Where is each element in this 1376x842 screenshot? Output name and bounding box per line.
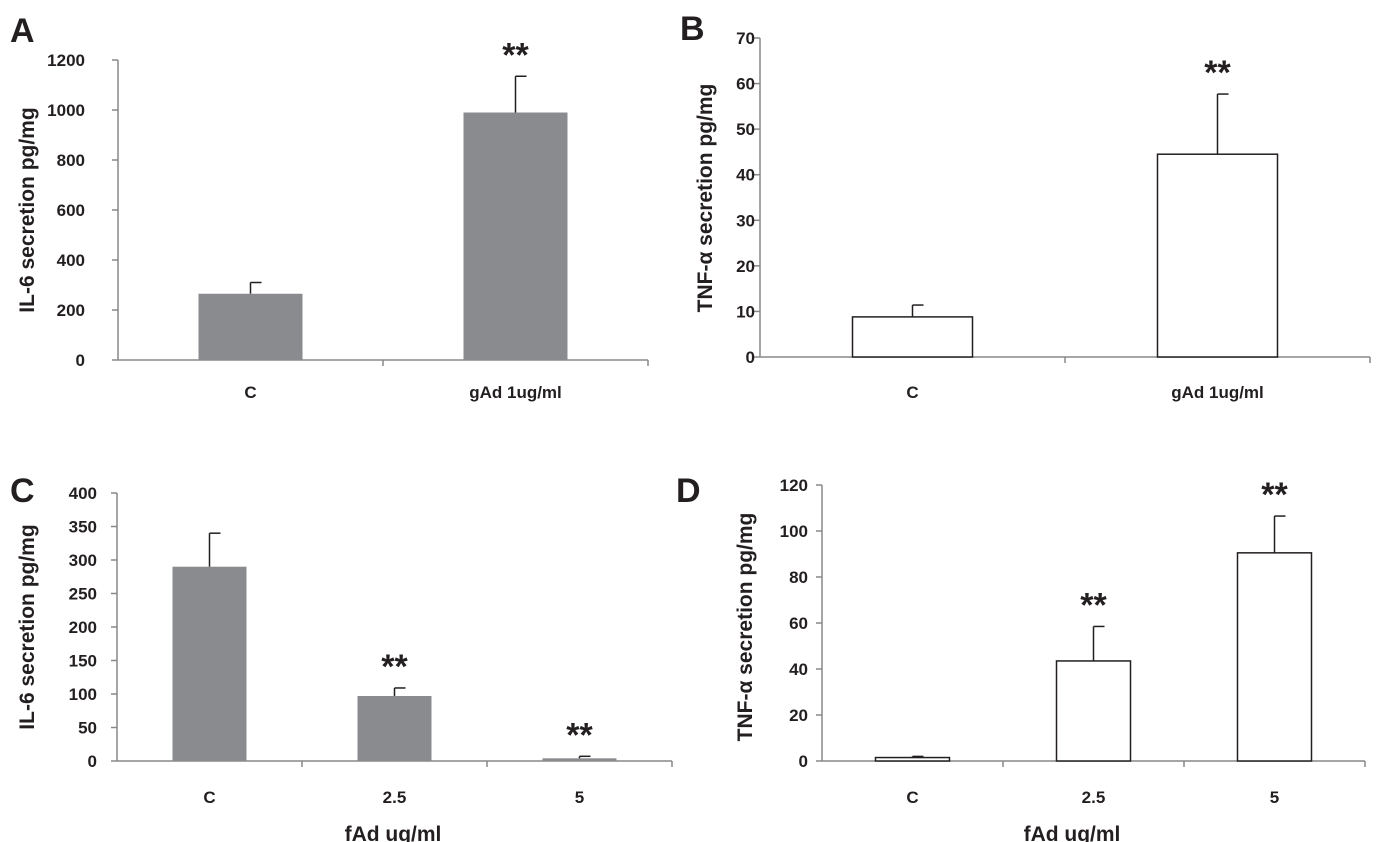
panel-b-category-label-1: gAd 1ug/ml	[1171, 383, 1264, 402]
panel-c: C IL-6 secretion pg/mg fAd ug/ml 0 50 100 1…	[10, 472, 673, 842]
panel-c-bar-2	[542, 758, 617, 761]
panel-c-letter: C	[10, 472, 35, 510]
panel-a-ytick-label-4: 800	[57, 151, 85, 170]
panel-d-ytick-label-3: 60	[789, 614, 808, 633]
panel-c-plot: 0 50 100 150 200 250 300 350 400 C 2.5 ** 5 **	[69, 484, 673, 807]
panel-d-ylabel: TNF-α secretion pg/mg	[734, 513, 757, 742]
panel-c-significance-1: **	[381, 648, 408, 686]
panel-c-ytick-label-5: 250	[69, 585, 97, 604]
panel-c-ytick-label-7: 350	[69, 518, 97, 537]
panel-d-ytick-label-4: 80	[789, 568, 808, 587]
panel-b-bar-1	[1156, 153, 1279, 358]
panel-d-letter: D	[676, 472, 701, 510]
panel-d-ytick-label-2: 40	[789, 660, 808, 679]
panel-a-ytick-label-0: 0	[76, 351, 85, 370]
panel-d-ytick-label-1: 20	[789, 706, 808, 725]
panel-a-category-label-1: gAd 1ug/ml	[469, 383, 562, 402]
panel-d: D TNF-α secretion pg/mg fAd ug/ml 0 20 40 6…	[676, 472, 1366, 842]
panel-c-significance-2: **	[566, 716, 593, 754]
panel-b-ytick-label-2: 20	[736, 257, 755, 276]
panel-d-significance-1: **	[1080, 586, 1107, 624]
panel-b-plot: 0 10 20 30 40 50 60 70 C gAd 1ug/ml **	[736, 29, 1371, 402]
panel-a-plot: 0 200 400 600 800 1000 1200 C gAd 1ug/ml **	[47, 36, 649, 402]
panel-d-category-label-1: 2.5	[1082, 788, 1106, 807]
panel-b: B TNF-α secretion pg/mg 0 10 20 30 40 50 60 70 C…	[680, 10, 1371, 402]
panel-b-significance-1: **	[1204, 54, 1231, 92]
panel-b-ylabel: TNF-α secretion pg/mg	[694, 84, 717, 313]
panel-a-ytick-label-1: 200	[57, 301, 85, 320]
panel-d-ytick-label-5: 100	[780, 522, 808, 541]
panel-b-bar-0	[851, 316, 974, 358]
panel-d-category-label-2: 5	[1270, 788, 1279, 807]
panel-c-category-label-1: 2.5	[383, 788, 407, 807]
panel-c-ytick-label-8: 400	[69, 484, 97, 503]
panel-b-ytick-label-4: 40	[736, 166, 755, 185]
panel-b-letter: B	[680, 10, 705, 48]
panel-a-ytick-label-3: 600	[57, 201, 85, 220]
panel-c-category-label-2: 5	[575, 788, 584, 807]
panel-c-ytick-label-3: 150	[69, 652, 97, 671]
panel-c-xlabel: fAd ug/ml	[345, 823, 442, 842]
panel-b-ytick-label-6: 60	[736, 75, 755, 94]
panel-c-ytick-label-4: 200	[69, 618, 97, 637]
panel-d-plot: 0 20 40 60 80 100 120 C 2.5 ** 5 **	[780, 476, 1366, 807]
panel-a-bar-0	[198, 293, 303, 360]
panel-d-category-label-0: C	[906, 788, 918, 807]
panel-a-letter: A	[10, 12, 35, 50]
panel-c-ytick-label-2: 100	[69, 685, 97, 704]
panel-d-bar-0	[874, 756, 951, 762]
panel-d-ytick-label-0: 0	[799, 752, 808, 771]
panel-c-ytick-label-6: 300	[69, 551, 97, 570]
panel-d-bar-1	[1055, 660, 1132, 762]
panel-b-ytick-label-3: 30	[736, 211, 755, 230]
panel-d-significance-2: **	[1261, 476, 1288, 514]
panel-b-ytick-label-0: 0	[746, 348, 755, 367]
panel-d-xlabel: fAd ug/ml	[1024, 823, 1121, 842]
panel-a-ylabel: IL-6 secretion pg/mg	[16, 107, 39, 312]
panel-c-ytick-label-1: 50	[78, 719, 97, 738]
panel-a-ytick-label-6: 1200	[47, 51, 85, 70]
panel-c-bar-0	[172, 566, 247, 761]
panel-c-bar-1	[357, 696, 432, 761]
panel-a-ytick-label-2: 400	[57, 251, 85, 270]
panel-a: A IL-6 secretion pg/mg 0 200 400 600 800 1000…	[10, 12, 649, 402]
panel-b-ytick-label-5: 50	[736, 120, 755, 139]
panel-c-ytick-label-0: 0	[88, 752, 97, 771]
panel-a-significance-1: **	[502, 36, 529, 74]
panel-b-category-label-0: C	[906, 383, 918, 402]
panel-d-bar-2	[1236, 552, 1313, 762]
panel-d-ytick-label-6: 120	[780, 476, 808, 495]
panel-a-category-label-0: C	[244, 383, 256, 402]
panel-b-ytick-label-7: 70	[736, 29, 755, 48]
panel-a-bar-1	[463, 112, 568, 360]
panel-b-ytick-label-1: 10	[736, 302, 755, 321]
panel-a-ytick-label-5: 1000	[47, 101, 85, 120]
panel-c-category-label-0: C	[203, 788, 215, 807]
panel-c-ylabel: IL-6 secretion pg/mg	[16, 524, 39, 729]
